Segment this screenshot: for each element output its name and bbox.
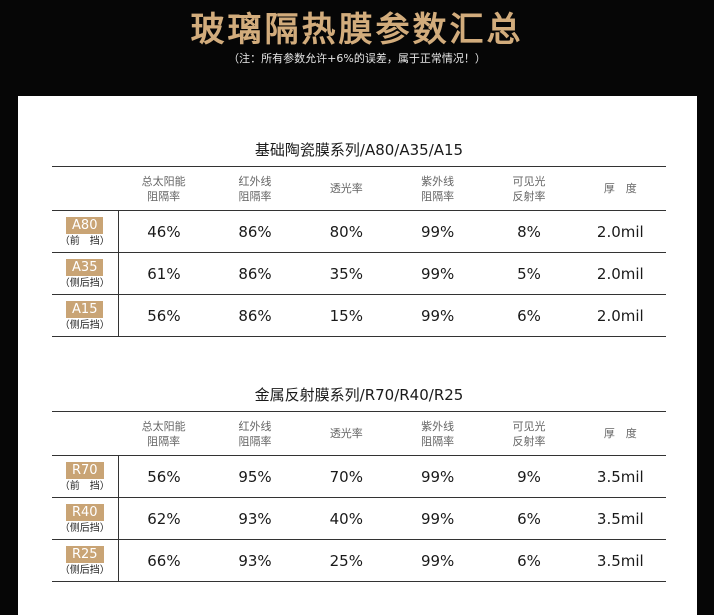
cell-tser: 61%	[118, 252, 210, 295]
page-header: 玻璃隔热膜参数汇总 （注：所有参数允许+6%的误差，属于正常情况！）	[0, 0, 714, 96]
header-thickness: 厚 度	[574, 166, 666, 211]
table-row: A35 （侧后挡） 61% 86% 35% 99% 5% 2.0mil	[52, 252, 666, 295]
header-ir: 红外线 阻隔率	[209, 411, 301, 456]
header-ir: 红外线 阻隔率	[209, 166, 301, 211]
cell-vlt: 15%	[300, 294, 392, 337]
table-row: A80 （前 挡） 46% 86% 80% 99% 8% 2.0mil	[52, 210, 666, 253]
cell-tser: 56%	[118, 294, 210, 337]
table-row: R70 （前 挡） 56% 95% 70% 99% 9% 3.5mil	[52, 455, 666, 498]
model-badge: A35	[66, 258, 104, 276]
cell-uv: 99%	[391, 455, 484, 498]
cell-ir: 86%	[209, 252, 301, 295]
model-badge: A80	[66, 216, 104, 234]
section-title: 基础陶瓷膜系列/A80/A35/A15	[254, 141, 464, 159]
table-header-row: 总太阳能 阻隔率 红外线 阻隔率 透光率 紫外线 阻隔率 可见光 反射率 厚 度	[52, 411, 666, 456]
header-uv: 紫外线 阻隔率	[391, 166, 484, 211]
cell-thickness: 2.0mil	[574, 210, 666, 253]
row-label: R70 （前 挡）	[52, 455, 119, 498]
table-header-row: 总太阳能 阻隔率 红外线 阻隔率 透光率 紫外线 阻隔率 可见光 反射率 厚 度	[52, 166, 666, 211]
cell-vlr: 6%	[483, 294, 575, 337]
cell-ir: 86%	[209, 294, 301, 337]
header-blank	[52, 411, 118, 456]
cell-ir: 86%	[209, 210, 301, 253]
cell-vlr: 5%	[483, 252, 575, 295]
cell-uv: 99%	[391, 294, 484, 337]
header-vlr: 可见光 反射率	[483, 411, 575, 456]
error-note: （注：所有参数允许+6%的误差，属于正常情况！）	[228, 52, 486, 65]
header-uv: 紫外线 阻隔率	[391, 411, 484, 456]
table-row: R25 （侧后挡） 66% 93% 25% 99% 6% 3.5mil	[52, 539, 666, 582]
cell-vlr: 6%	[483, 539, 575, 582]
cell-thickness: 2.0mil	[574, 294, 666, 337]
section-ceramic: 基础陶瓷膜系列/A80/A35/A15 总太阳能 阻隔率 红外线 阻隔率 透光率…	[52, 134, 666, 337]
cell-ir: 93%	[209, 539, 301, 582]
cell-ir: 93%	[209, 497, 301, 540]
model-badge: R70	[65, 461, 104, 479]
spec-table: 总太阳能 阻隔率 红外线 阻隔率 透光率 紫外线 阻隔率 可见光 反射率 厚 度…	[52, 166, 666, 337]
cell-tser: 62%	[118, 497, 210, 540]
position-label: （侧后挡）	[59, 277, 110, 289]
cell-vlt: 25%	[300, 539, 392, 582]
position-label: （侧后挡）	[59, 522, 110, 534]
row-label: R25 （侧后挡）	[52, 539, 119, 582]
cell-vlt: 70%	[300, 455, 392, 498]
table-row: A15 （侧后挡） 56% 86% 15% 99% 6% 2.0mil	[52, 294, 666, 337]
spec-table: 总太阳能 阻隔率 红外线 阻隔率 透光率 紫外线 阻隔率 可见光 反射率 厚 度…	[52, 411, 666, 582]
cell-vlr: 8%	[483, 210, 575, 253]
table-row: R40 （侧后挡） 62% 93% 40% 99% 6% 3.5mil	[52, 497, 666, 540]
row-label: A35 （侧后挡）	[52, 252, 119, 295]
header-tser: 总太阳能 阻隔率	[118, 411, 210, 456]
header-vlt: 透光率	[300, 411, 392, 456]
cell-tser: 46%	[118, 210, 210, 253]
page-title: 玻璃隔热膜参数汇总	[190, 10, 524, 50]
cell-vlr: 6%	[483, 497, 575, 540]
cell-ir: 95%	[209, 455, 301, 498]
header-vlt: 透光率	[300, 166, 392, 211]
cell-tser: 56%	[118, 455, 210, 498]
header-blank	[52, 166, 118, 211]
cell-thickness: 2.0mil	[574, 252, 666, 295]
header-vlr: 可见光 反射率	[483, 166, 575, 211]
row-label: A80 （前 挡）	[52, 210, 119, 253]
cell-uv: 99%	[391, 497, 484, 540]
content-panel: 基础陶瓷膜系列/A80/A35/A15 总太阳能 阻隔率 红外线 阻隔率 透光率…	[18, 96, 697, 615]
cell-uv: 99%	[391, 210, 484, 253]
model-badge: R40	[65, 503, 104, 521]
position-label: （前 挡）	[59, 480, 110, 492]
section-title: 金属反射膜系列/R70/R40/R25	[254, 386, 464, 404]
cell-uv: 99%	[391, 252, 484, 295]
header-thickness: 厚 度	[574, 411, 666, 456]
position-label: （侧后挡）	[59, 564, 110, 576]
cell-uv: 99%	[391, 539, 484, 582]
cell-thickness: 3.5mil	[574, 455, 666, 498]
cell-vlt: 80%	[300, 210, 392, 253]
header-tser: 总太阳能 阻隔率	[118, 166, 210, 211]
row-label: A15 （侧后挡）	[52, 294, 119, 337]
cell-thickness: 3.5mil	[574, 539, 666, 582]
model-badge: A15	[66, 300, 104, 318]
position-label: （侧后挡）	[59, 319, 110, 331]
cell-tser: 66%	[118, 539, 210, 582]
position-label: （前 挡）	[59, 235, 110, 247]
cell-thickness: 3.5mil	[574, 497, 666, 540]
row-label: R40 （侧后挡）	[52, 497, 119, 540]
section-metal: 金属反射膜系列/R70/R40/R25 总太阳能 阻隔率 红外线 阻隔率 透光率…	[52, 379, 666, 582]
cell-vlt: 35%	[300, 252, 392, 295]
model-badge: R25	[65, 545, 104, 563]
cell-vlr: 9%	[483, 455, 575, 498]
cell-vlt: 40%	[300, 497, 392, 540]
